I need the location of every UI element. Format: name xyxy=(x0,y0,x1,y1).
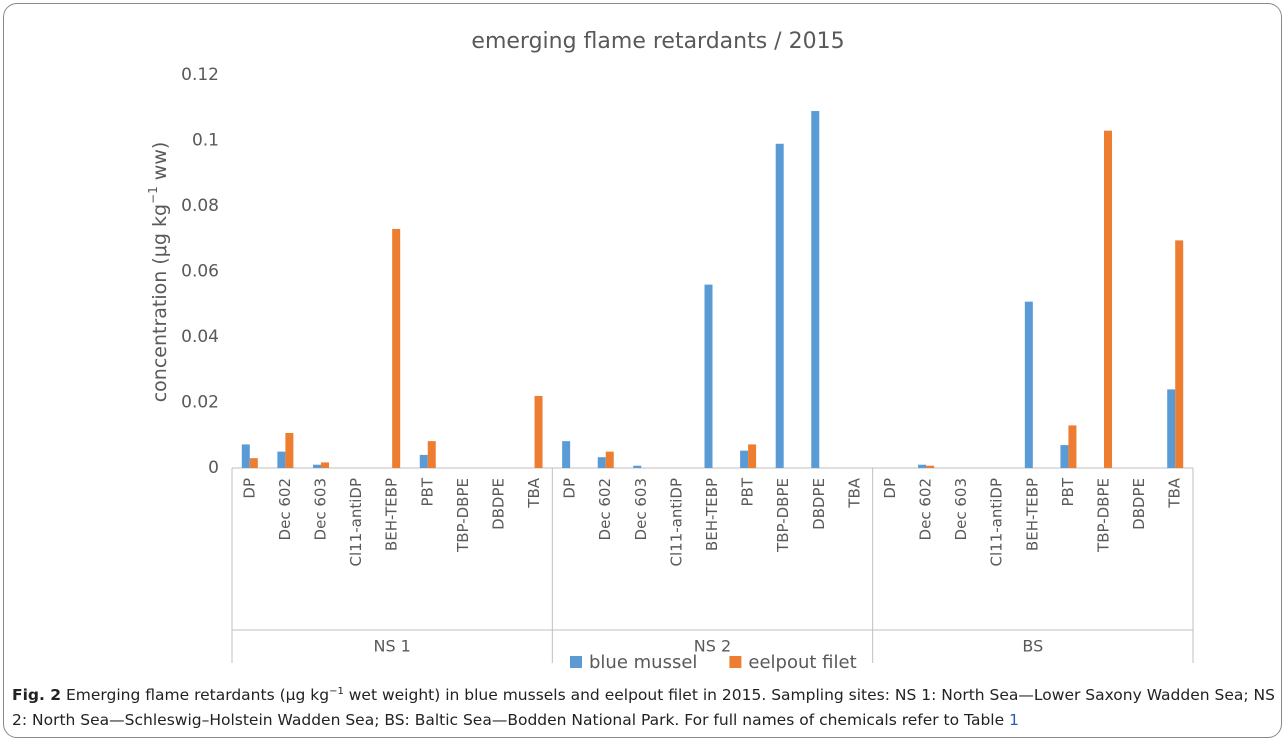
bar xyxy=(534,395,543,468)
bar xyxy=(241,444,250,468)
x-tick-label: Dec 602 xyxy=(276,478,294,540)
bar xyxy=(1104,130,1113,469)
bar xyxy=(285,432,294,468)
bar xyxy=(1024,301,1033,468)
bar xyxy=(775,143,784,468)
x-tick-label: BEH-TEBP xyxy=(383,478,401,551)
x-tick-label: BEH-TEBP xyxy=(703,478,721,551)
bar xyxy=(926,465,935,468)
x-tick-label: Dec 603 xyxy=(632,478,650,540)
x-tick-label: TBA xyxy=(1166,477,1184,508)
bar xyxy=(1167,389,1176,468)
y-axis-label: concentration (μg kg−1 ww) xyxy=(146,142,171,403)
x-tick-label: Dec 603 xyxy=(311,478,329,540)
x-tick-label: Cl11-antiDP xyxy=(667,478,685,566)
x-tick-label: DP xyxy=(240,478,258,499)
bar xyxy=(597,457,606,468)
x-tick-label: Dec 602 xyxy=(596,478,614,540)
x-tick-label: PBT xyxy=(1059,477,1077,506)
y-tick-label: 0.08 xyxy=(181,196,219,216)
y-label-text: ww) xyxy=(149,142,171,187)
x-tick-label: Dec 602 xyxy=(917,478,935,540)
bar xyxy=(320,462,329,468)
x-tick-label: PBT xyxy=(739,477,757,506)
chart: emerging flame retardants / 2015 concent… xyxy=(146,29,1194,673)
y-tick-label: 0.06 xyxy=(181,262,219,282)
legend-label: blue mussel xyxy=(589,652,697,673)
bar xyxy=(249,458,258,468)
y-tick-label: 0.12 xyxy=(181,65,219,85)
x-tick-label: Dec 603 xyxy=(952,478,970,540)
x-tick-label: DBDPE xyxy=(810,478,828,530)
bar xyxy=(633,465,642,468)
x-tick-label: Cl11-antiDP xyxy=(347,478,365,566)
legend-swatch xyxy=(729,656,742,668)
x-tick-label: DP xyxy=(881,478,899,499)
group-label: BS xyxy=(1022,637,1043,656)
caption-sup: −1 xyxy=(329,685,344,697)
bar xyxy=(605,451,614,468)
caption-text: Emerging flame retardants (μg kg xyxy=(61,686,330,704)
caption-label: Fig. 2 xyxy=(12,686,62,704)
y-tick-label: 0 xyxy=(208,458,219,478)
x-tick-label: Cl11-antiDP xyxy=(988,478,1006,566)
bar xyxy=(312,464,321,468)
caption-link[interactable]: 1 xyxy=(1009,711,1019,729)
caption-text: wet weight) in blue mussels and eelpout … xyxy=(12,686,1275,729)
y-tick-label: 0.04 xyxy=(181,327,219,347)
y-label-sup: −1 xyxy=(146,186,160,204)
bar xyxy=(748,444,757,468)
x-tick-label: PBT xyxy=(418,477,436,506)
bar xyxy=(1175,240,1184,468)
caption: Fig. 2 Emerging flame retardants (μg kg−… xyxy=(12,683,1277,733)
x-tick-label: TBP-DBPE xyxy=(774,478,792,553)
x-tick-label: TBP-DBPE xyxy=(1095,478,1113,553)
bar xyxy=(740,450,749,468)
x-tick-label: BEH-TEBP xyxy=(1023,478,1041,551)
legend-label: eelpout filet xyxy=(748,652,856,673)
y-label-text: concentration (μg kg xyxy=(149,204,171,402)
bar xyxy=(918,464,927,468)
group-label: NS 1 xyxy=(373,637,410,656)
group-label: NS 2 xyxy=(694,637,731,656)
x-tick-label: TBA xyxy=(525,477,543,508)
legend-swatch xyxy=(570,656,582,668)
x-tick-label: DBDPE xyxy=(1130,478,1148,530)
bar xyxy=(811,111,820,469)
x-tick-label: TBP-DBPE xyxy=(454,478,472,553)
bar xyxy=(419,454,428,468)
y-tick-label: 0.1 xyxy=(192,131,219,151)
x-tick-label: TBA xyxy=(845,477,863,508)
bar xyxy=(1068,425,1077,468)
bar xyxy=(562,441,571,468)
y-tick-label: 0.02 xyxy=(181,393,219,413)
bar xyxy=(1060,445,1069,468)
bar xyxy=(704,284,713,468)
chart-title: emerging flame retardants / 2015 xyxy=(471,29,844,54)
x-tick-label: DBDPE xyxy=(489,478,507,530)
frame xyxy=(3,3,1282,738)
bar xyxy=(427,441,436,468)
bar xyxy=(277,451,286,468)
bar xyxy=(392,228,401,468)
x-tick-label: DP xyxy=(561,478,579,499)
